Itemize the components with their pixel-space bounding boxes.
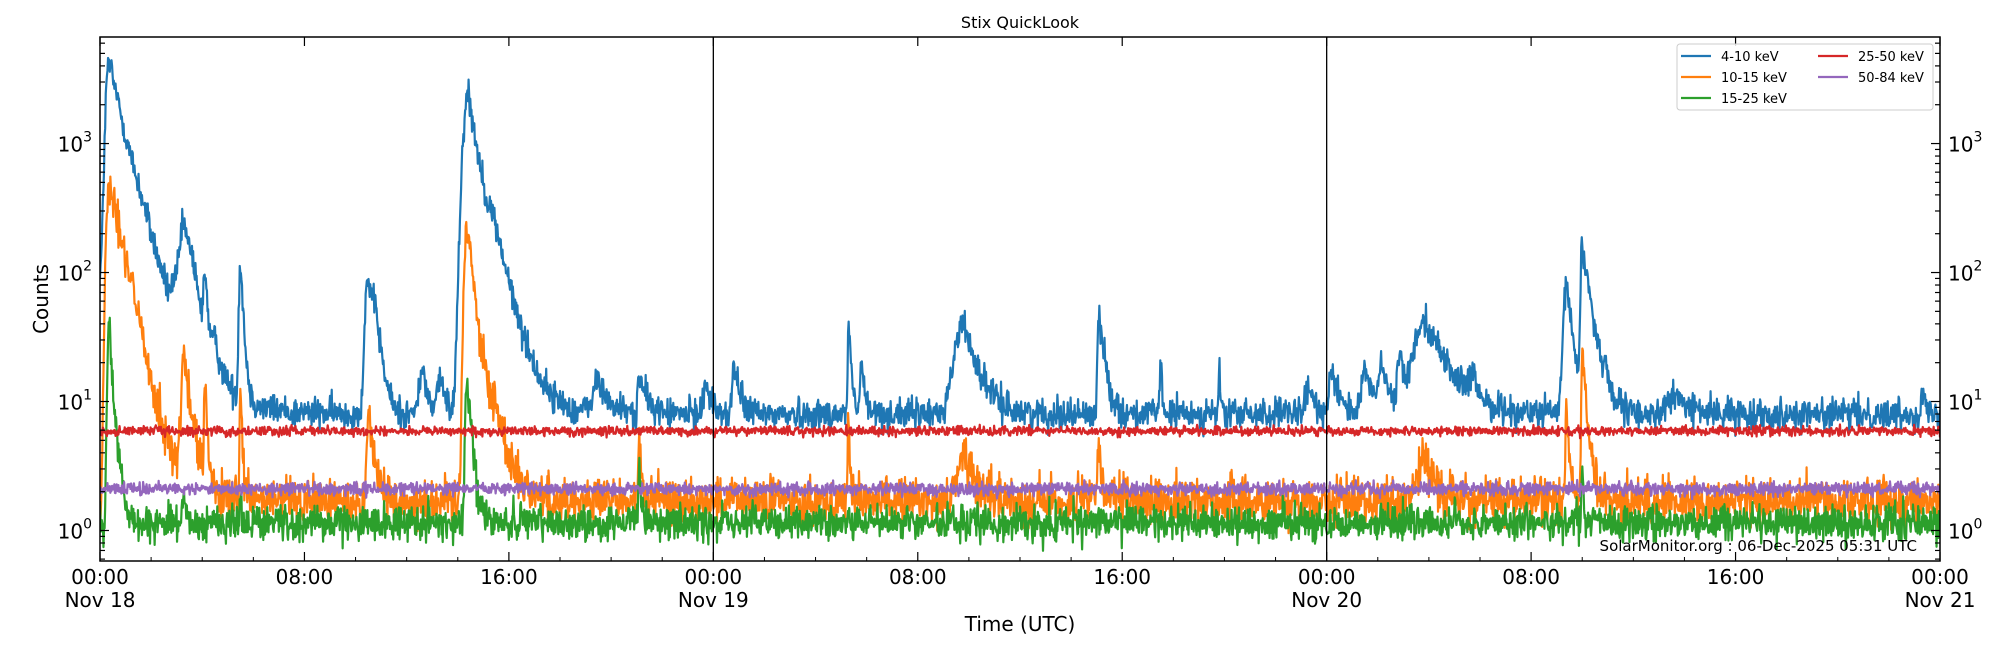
y-tick-label-left: 102 xyxy=(58,259,92,286)
y-tick-label-right: 103 xyxy=(1948,130,1982,157)
x-tick-label-time: 00:00 xyxy=(1298,565,1356,589)
series-line-10-15-kev xyxy=(100,175,1940,535)
x-tick-label-time: 00:00 xyxy=(1911,565,1969,589)
series-line-50-84-kev xyxy=(100,478,1940,501)
x-tick-label-date: Nov 20 xyxy=(1291,588,1362,612)
legend-label: 15-25 keV xyxy=(1721,92,1787,107)
x-tick-label-date: Nov 19 xyxy=(678,588,749,612)
x-tick-label-time: 08:00 xyxy=(889,565,947,589)
y-tick-label-right: 101 xyxy=(1948,388,1982,415)
y-axis-label: Counts xyxy=(29,264,53,334)
x-tick-label-date: Nov 21 xyxy=(1905,588,1976,612)
legend-label: 4-10 keV xyxy=(1721,50,1779,65)
legend-label: 50-84 keV xyxy=(1858,71,1924,86)
x-tick-label-time: 16:00 xyxy=(1093,565,1151,589)
x-tick-label-time: 08:00 xyxy=(276,565,334,589)
legend-item: 25-50 keV xyxy=(1818,50,1924,65)
y-tick-label-left: 100 xyxy=(58,516,92,543)
legend: 4-10 keV 10-15 keV 15-25 keV 25-50 keV 50-84… xyxy=(1676,43,1934,111)
series-layer xyxy=(100,56,1940,552)
chart-title: Stix QuickLook xyxy=(961,13,1080,32)
series-line-25-50-kev xyxy=(100,423,1940,440)
y-axis-ticks: 100 100 101 101 102 102 103 103 xyxy=(58,42,1982,560)
legend-label: 25-50 keV xyxy=(1858,50,1924,65)
legend-item: 15-25 keV xyxy=(1681,92,1787,107)
x-tick-label-time: 00:00 xyxy=(71,565,129,589)
legend-item: 50-84 keV xyxy=(1818,71,1924,86)
x-tick-label-time: 08:00 xyxy=(1502,565,1560,589)
legend-item: 4-10 keV xyxy=(1681,50,1779,65)
x-tick-label-time: 00:00 xyxy=(685,565,743,589)
y-tick-label-right: 100 xyxy=(1948,516,1982,543)
x-tick-label-date: Nov 18 xyxy=(65,588,136,612)
legend-label: 10-15 keV xyxy=(1721,71,1787,86)
series-line-15-25-kev xyxy=(100,316,1940,552)
x-tick-label-time: 16:00 xyxy=(1707,565,1765,589)
day-separators xyxy=(712,37,1328,561)
legend-item: 10-15 keV xyxy=(1681,71,1787,86)
legend-box xyxy=(1676,43,1934,111)
y-tick-label-left: 103 xyxy=(58,130,92,157)
y-tick-label-left: 101 xyxy=(58,388,92,415)
solarmonitor-annotation: SolarMonitor.org : 06-Dec-2025 05:31 UTC xyxy=(1600,537,1917,555)
y-tick-label-right: 102 xyxy=(1948,259,1982,286)
x-tick-label-time: 16:00 xyxy=(480,565,538,589)
plot-frame xyxy=(99,36,1941,562)
x-axis-label: Time (UTC) xyxy=(964,612,1076,636)
series-line-4-10-kev xyxy=(100,56,1940,438)
